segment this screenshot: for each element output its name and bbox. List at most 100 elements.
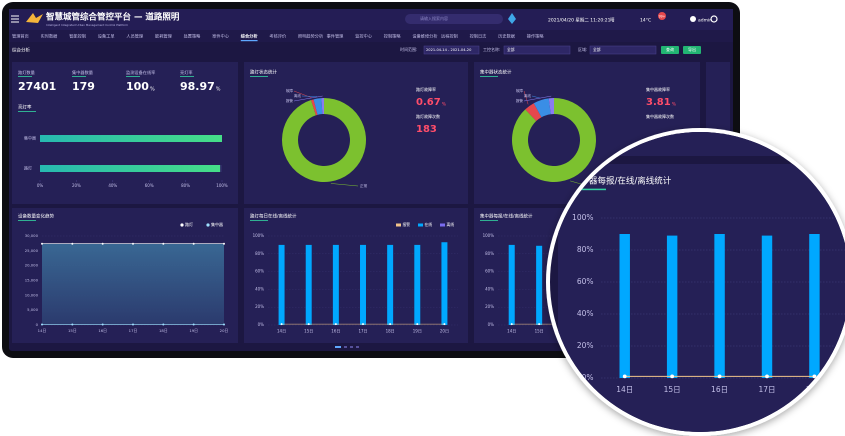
x-tick-label: 17日 — [758, 385, 775, 394]
nav-item[interactable]: 人员管理 — [126, 33, 144, 40]
nav-item[interactable]: 历史数据 — [498, 33, 515, 40]
query-label[interactable]: 查询 — [666, 46, 674, 52]
title-underline — [480, 76, 498, 77]
query-button[interactable] — [661, 46, 679, 54]
y-tick-label: 25,000 — [25, 248, 39, 253]
panel-title: 集中器每报/在线/离线统计 — [572, 176, 672, 187]
filter-label: 时间范围: — [400, 46, 417, 52]
point — [223, 242, 225, 245]
bar — [414, 244, 421, 325]
nav-item[interactable]: 远程控制 — [441, 33, 458, 40]
point — [765, 374, 769, 379]
nav-item[interactable]: 操作策略 — [527, 33, 545, 40]
stat-value: 100 — [126, 80, 149, 93]
stat-underline — [72, 76, 86, 77]
nav-active-underline — [240, 40, 258, 42]
point — [670, 374, 675, 379]
nav-item[interactable]: 管理首页 — [12, 33, 29, 40]
legend-swatch — [440, 223, 445, 227]
x-tick-label: 15日 — [664, 385, 681, 394]
nav-item[interactable]: 考核评价 — [269, 33, 287, 40]
export-label[interactable]: 导出 — [688, 46, 696, 52]
point — [538, 323, 541, 326]
nav-item[interactable]: 控制策略 — [384, 33, 402, 40]
title-underline — [572, 188, 606, 191]
x-tick-label: 17日 — [129, 328, 138, 333]
y-tick-label: 80% — [255, 251, 264, 256]
y-tick-label: 100% — [253, 233, 265, 238]
title-underline — [250, 220, 268, 221]
nav-item[interactable]: 照明趋势分析 — [298, 33, 323, 40]
app-title: 智慧城管综合管控平台 — 道路照明 — [45, 12, 180, 23]
category-label: 集中器 — [24, 135, 36, 141]
nav-item[interactable]: 案件中心 — [212, 33, 230, 40]
donut-slice — [525, 103, 542, 122]
legend-swatch — [418, 223, 423, 227]
legend-swatch — [180, 223, 184, 227]
x-tick-label: 19日 — [413, 328, 422, 333]
logo — [26, 13, 43, 23]
point — [192, 323, 195, 326]
y-tick-label: 40% — [255, 286, 264, 291]
point — [389, 323, 392, 326]
filter-label: 区域: — [578, 46, 587, 52]
y-tick-label: 0 — [36, 322, 39, 327]
export-button[interactable] — [683, 46, 701, 54]
donut-slice — [548, 98, 554, 115]
panel-title: 亮灯率 — [18, 104, 32, 111]
user-name[interactable]: admin — [698, 18, 712, 24]
user-icon[interactable] — [690, 16, 696, 22]
filter-box[interactable] — [589, 45, 657, 55]
nav-item[interactable]: 监控中心 — [355, 33, 373, 40]
slice-label: 离线 — [294, 93, 302, 98]
leader-line — [330, 183, 359, 187]
filter-box[interactable] — [423, 45, 480, 55]
y-tick-label: 20% — [255, 304, 264, 309]
point — [334, 323, 337, 326]
x-tick-label: 16日 — [331, 328, 340, 333]
filter-value: 全部 — [593, 47, 601, 52]
menu-icon[interactable] — [11, 15, 19, 23]
leader-line — [523, 90, 529, 105]
bar — [40, 135, 222, 142]
nav-item[interactable]: 设备工单 — [98, 33, 115, 40]
search-box[interactable] — [405, 14, 503, 24]
nav-item[interactable]: 智能控制 — [69, 33, 86, 40]
legend-label: 离线 — [447, 222, 455, 227]
y-tick-label: 40% — [485, 286, 494, 291]
y-tick-label: 100% — [483, 233, 495, 238]
stat-label: 路灯数量 — [18, 69, 35, 76]
search-placeholder[interactable]: 请输入搜索内容 — [420, 15, 448, 21]
stat-underline — [180, 76, 194, 77]
nav-item[interactable]: 设备维修分析 — [412, 33, 437, 40]
stat-label: 路灯故障次数 — [416, 113, 440, 119]
y-tick-label: 20,000 — [25, 263, 39, 268]
leader-line — [293, 90, 312, 98]
point — [101, 242, 104, 245]
x-tick-label: 40% — [108, 183, 117, 188]
filter-box[interactable] — [503, 45, 571, 55]
nav-item[interactable]: 能耗管理 — [155, 33, 173, 40]
nav-item[interactable]: 处置策略 — [184, 33, 202, 40]
nav-item[interactable]: 综合分析 — [241, 33, 259, 40]
bar — [387, 244, 394, 325]
stat-underline — [126, 76, 140, 77]
bar — [761, 235, 773, 378]
nav-item[interactable]: 实时数据 — [41, 33, 58, 40]
nav-item[interactable]: 控制日志 — [470, 33, 487, 40]
y-tick-label: 60% — [255, 269, 264, 274]
point — [717, 374, 722, 379]
stat-unit: % — [672, 102, 677, 108]
settings-icon[interactable] — [710, 15, 718, 23]
header-bar — [9, 9, 733, 30]
slice-label: 正常 — [360, 183, 368, 188]
bar — [536, 245, 543, 325]
y-tick-label: 0% — [488, 322, 495, 327]
stat-value: 0.67 — [416, 97, 441, 108]
legend-swatch — [396, 223, 401, 227]
stat-underline — [18, 76, 32, 77]
bar — [809, 234, 820, 378]
legend-label: 集中器 — [211, 221, 223, 227]
nav-item[interactable]: 事件管理 — [327, 33, 345, 40]
